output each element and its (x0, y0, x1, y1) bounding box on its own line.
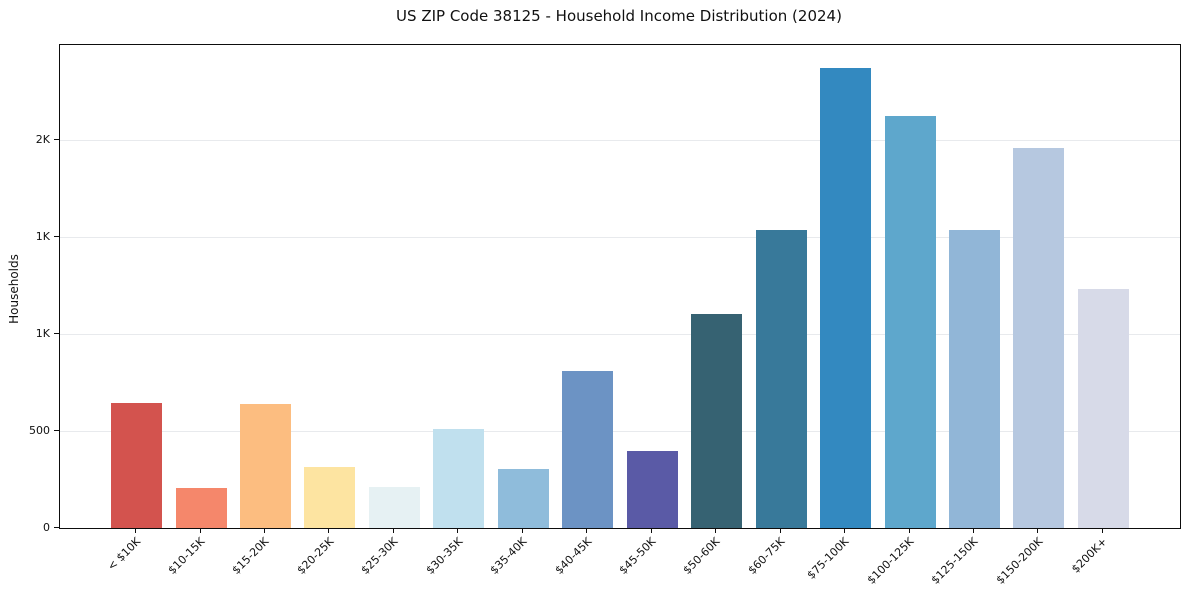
bar (497, 468, 549, 528)
bar (304, 466, 356, 528)
x-tick-mark (264, 528, 265, 533)
bar (948, 229, 1000, 528)
bar (368, 487, 420, 528)
y-tick-label: 2K (35, 132, 50, 146)
x-tick-mark (715, 528, 717, 533)
bar (691, 314, 743, 528)
bar (111, 403, 163, 528)
y-tick-mark (54, 333, 59, 335)
gridline (60, 139, 1180, 141)
y-tick-label: 1K (35, 326, 50, 340)
gridline (60, 430, 1180, 432)
x-tick-mark (135, 528, 137, 533)
x-tick-mark (457, 528, 459, 533)
y-tick-mark (54, 430, 59, 431)
bar (240, 404, 291, 528)
plot-area (59, 44, 1181, 529)
x-tick-mark (650, 528, 652, 533)
bar (626, 450, 678, 528)
y-tick-label: 0 (43, 520, 50, 534)
y-tick-mark (54, 236, 59, 238)
x-tick-label: $10-15K (165, 535, 208, 577)
x-tick-mark (199, 528, 201, 533)
y-tick-label: 1K (35, 229, 50, 243)
x-tick-label: $30-35K (423, 535, 466, 577)
x-tick-mark (844, 528, 846, 533)
x-tick-mark (586, 528, 588, 533)
x-tick-label: $15-20K (229, 535, 272, 577)
x-tick-mark (972, 528, 974, 533)
y-axis-label: Households (7, 254, 21, 324)
x-tick-label: $35-40K (487, 535, 530, 577)
chart-title: US ZIP Code 38125 - Household Income Dis… (396, 7, 842, 25)
bar (1013, 147, 1065, 528)
x-tick-mark (392, 528, 394, 533)
y-tick-mark (54, 139, 59, 141)
x-tick-mark (328, 528, 330, 533)
y-tick-mark (54, 527, 59, 528)
x-tick-mark (779, 528, 781, 533)
y-tick-label: 500 (29, 423, 50, 437)
bar (175, 488, 227, 528)
x-tick-label: $125-150K (928, 535, 981, 587)
x-tick-label: $200K+ (1068, 535, 1110, 576)
bar (884, 115, 936, 528)
gridline (60, 236, 1180, 238)
x-tick-label: $45-50K (616, 535, 659, 577)
x-tick-mark (908, 528, 910, 533)
bar (755, 229, 807, 528)
x-tick-label: $150-200K (993, 535, 1046, 587)
x-tick-label: $60-75K (745, 535, 788, 577)
x-tick-label: $75-100K (804, 535, 852, 582)
x-tick-label: $50-60K (681, 535, 723, 577)
x-tick-mark (1101, 528, 1103, 533)
x-tick-mark (1037, 528, 1039, 533)
bar (820, 67, 872, 528)
x-tick-label: $40-45K (552, 535, 594, 577)
bar (1077, 289, 1129, 528)
bar (433, 429, 485, 528)
bar (562, 371, 614, 528)
x-tick-mark (521, 528, 523, 533)
x-tick-label: $100-125K (864, 535, 917, 587)
gridline (60, 333, 1180, 335)
x-tick-label: < $10K (104, 535, 143, 574)
x-tick-label: $25-30K (358, 535, 401, 577)
x-tick-label: $20-25K (294, 535, 337, 577)
